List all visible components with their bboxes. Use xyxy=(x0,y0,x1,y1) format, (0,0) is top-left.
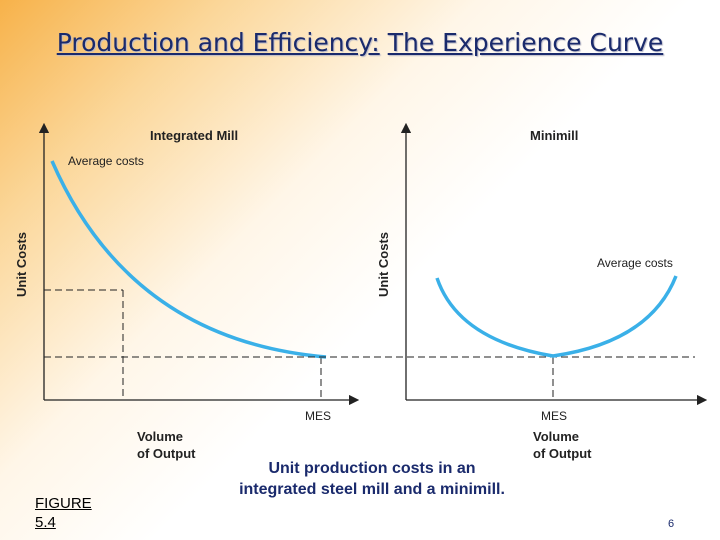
figure-label-line1: FIGURE xyxy=(35,495,92,512)
slide-title-part1: Production and Efficiency: xyxy=(56,28,380,57)
figure-label-line2: 5.4 xyxy=(35,514,56,531)
integrated-mill-panel: Integrated Mill Average costs Unit Costs… xyxy=(14,122,360,461)
left-y-axis-label: Unit Costs xyxy=(14,232,29,297)
left-mes-label: MES xyxy=(305,409,331,423)
minimill-curve-label: Average costs xyxy=(597,256,673,270)
right-mes-label: MES xyxy=(541,409,567,423)
figure-label: FIGURE 5.4 xyxy=(35,494,105,532)
right-x-axis-label-line2: of Output xyxy=(533,446,592,461)
integrated-mill-heading: Integrated Mill xyxy=(150,128,238,143)
minimill-panel: Minimill Average costs Unit Costs MES Vo… xyxy=(376,122,708,461)
minimill-heading: Minimill xyxy=(530,128,578,143)
right-x-axis-label-line1: Volume xyxy=(533,429,579,444)
slide-title: Production and Efficiency: The Experience… xyxy=(0,28,720,57)
figure-caption: Unit production costs in an integrated s… xyxy=(239,460,505,498)
integrated-mill-average-cost-curve xyxy=(50,160,327,359)
right-y-axis-label: Unit Costs xyxy=(376,232,391,297)
left-x-axis-label-line1: Volume xyxy=(137,429,183,444)
minimill-average-cost-curve xyxy=(435,275,678,358)
integrated-mill-curve-label: Average costs xyxy=(68,154,144,168)
left-x-axis-label-line2: of Output xyxy=(137,446,196,461)
slide-title-part2: The Experience Curve xyxy=(387,28,664,57)
page-number: 6 xyxy=(668,518,675,530)
